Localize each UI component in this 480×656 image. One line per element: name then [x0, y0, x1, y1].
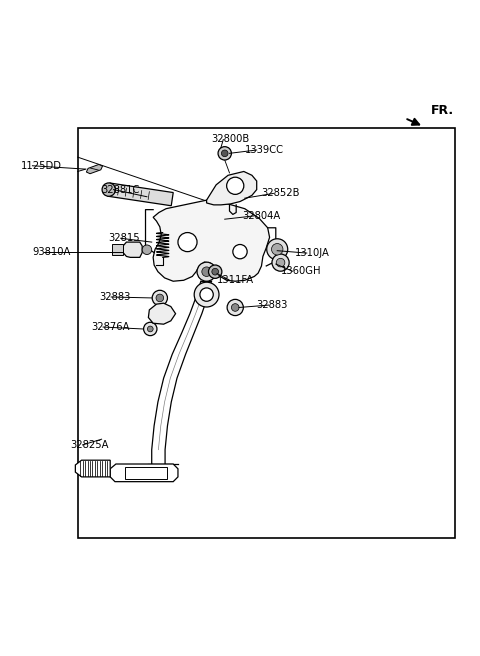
Polygon shape	[86, 165, 103, 174]
Polygon shape	[75, 461, 110, 477]
Text: 32800B: 32800B	[211, 134, 250, 144]
Circle shape	[227, 177, 244, 194]
Circle shape	[194, 282, 219, 307]
Text: 32825A: 32825A	[71, 440, 109, 450]
Bar	[112, 245, 123, 255]
Polygon shape	[206, 171, 257, 205]
Text: 32815: 32815	[109, 234, 140, 243]
Bar	[78, 127, 455, 538]
Text: 32883: 32883	[99, 292, 131, 302]
Text: 1310JA: 1310JA	[295, 248, 330, 258]
Text: 1125DD: 1125DD	[21, 161, 61, 171]
Text: 32883: 32883	[257, 300, 288, 310]
Circle shape	[221, 150, 228, 157]
Text: 1311FA: 1311FA	[217, 275, 254, 285]
Circle shape	[178, 233, 197, 252]
Polygon shape	[153, 199, 270, 281]
Circle shape	[144, 322, 157, 336]
Polygon shape	[123, 242, 142, 257]
Circle shape	[212, 268, 218, 275]
Circle shape	[208, 265, 222, 278]
Circle shape	[267, 239, 288, 260]
Circle shape	[227, 299, 243, 316]
Circle shape	[152, 291, 168, 306]
Circle shape	[200, 288, 213, 301]
Polygon shape	[110, 464, 178, 482]
Polygon shape	[148, 303, 176, 324]
Circle shape	[276, 258, 285, 267]
Text: 32881C: 32881C	[102, 184, 140, 195]
Text: 1360GH: 1360GH	[281, 266, 321, 276]
Polygon shape	[108, 183, 173, 206]
Circle shape	[272, 243, 283, 255]
Text: 32876A: 32876A	[91, 322, 130, 332]
Circle shape	[147, 326, 153, 332]
Text: 32852B: 32852B	[262, 188, 300, 198]
Text: FR.: FR.	[431, 104, 454, 117]
Circle shape	[197, 262, 216, 281]
Text: 32804A: 32804A	[242, 211, 281, 221]
Circle shape	[272, 254, 289, 271]
Circle shape	[218, 147, 231, 160]
Circle shape	[156, 294, 164, 302]
Bar	[124, 467, 168, 479]
Circle shape	[102, 183, 116, 196]
Circle shape	[202, 267, 211, 276]
Text: 93810A: 93810A	[33, 247, 71, 256]
Circle shape	[142, 245, 152, 255]
Circle shape	[231, 304, 239, 312]
Circle shape	[233, 245, 247, 259]
Text: 1339CC: 1339CC	[245, 145, 284, 155]
